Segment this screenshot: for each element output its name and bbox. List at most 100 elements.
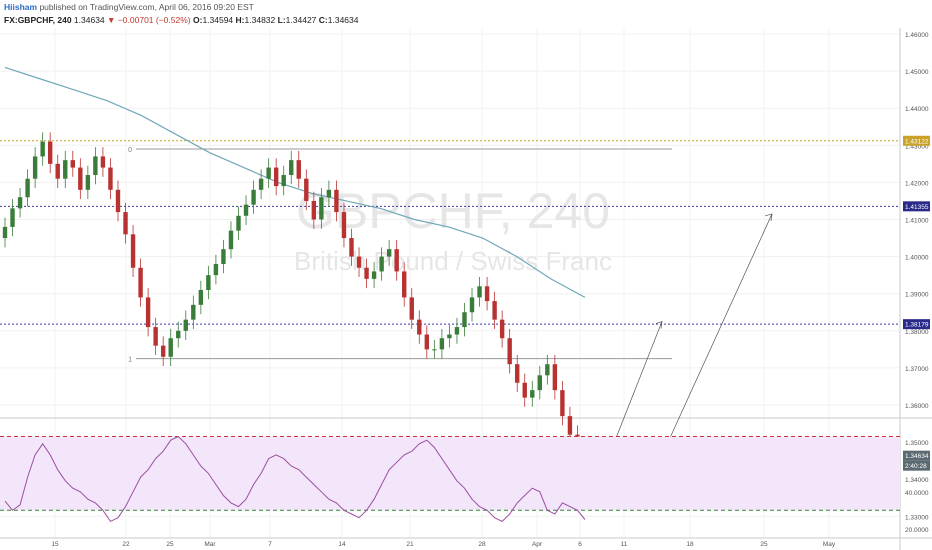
low-label: L: <box>277 15 286 25</box>
time-tick-label: 14 <box>338 541 346 548</box>
price-tick-label: 1.44000 <box>905 106 929 113</box>
arrow-head <box>655 321 663 329</box>
candle-body <box>364 267 369 279</box>
candle-body <box>371 271 377 279</box>
price-label-text: 1.38179 <box>905 322 929 329</box>
candle-body <box>326 189 332 198</box>
candle-body <box>522 382 527 398</box>
time-tick-label: 6 <box>578 541 582 548</box>
candle-body <box>2 226 8 239</box>
candle-body <box>78 167 83 190</box>
price-pane[interactable] <box>0 28 900 418</box>
time-tick-label: 25 <box>760 541 768 548</box>
candle-body <box>537 375 543 391</box>
candle-body <box>394 249 399 272</box>
author-link[interactable]: Hiisham <box>4 2 38 12</box>
candle-body <box>341 212 347 239</box>
candle-body <box>432 349 437 351</box>
time-tick-label: 28 <box>478 541 486 548</box>
arrow-head <box>764 213 773 221</box>
time-tick-label: 11 <box>621 541 628 548</box>
candle-body <box>70 160 75 168</box>
time-tick-label: 15 <box>51 541 59 548</box>
price-tick-label: 1.46000 <box>905 32 929 39</box>
time-tick-label: 25 <box>166 541 174 548</box>
candle-body <box>221 249 226 265</box>
rsi-tick-label: 20.0000 <box>905 527 929 534</box>
candle-body <box>40 141 45 157</box>
candle-body <box>417 319 422 335</box>
price-label-text: 2:40:28 <box>905 463 927 470</box>
candle-body <box>228 230 234 250</box>
candle-body <box>484 286 490 302</box>
rsi-band-fill <box>0 436 900 511</box>
candle-body <box>454 327 460 335</box>
high-value: 1.34832 <box>244 15 276 25</box>
candle-body <box>108 167 113 190</box>
close-label: C: <box>318 15 328 25</box>
symbol-label[interactable]: FX:GBPCHF, 240 <box>4 15 72 25</box>
price-axis[interactable]: 1.46000 1.45000 1.44000 1.43000 1.42000 1.410… <box>905 32 929 521</box>
candle-body <box>32 156 38 179</box>
candle-body <box>349 238 354 257</box>
candle-body <box>304 178 309 201</box>
rsi-indicator <box>0 435 900 523</box>
candle-body <box>153 327 158 346</box>
watermark-name: British Pound / Swiss Franc <box>294 246 612 276</box>
publish-line: Hiisham published on TradingView.com, Ap… <box>4 2 254 12</box>
price-tick-label: 1.40000 <box>905 255 929 262</box>
candle-body <box>311 200 317 220</box>
candle-body <box>545 364 550 376</box>
price-tick-label: 1.33000 <box>905 514 929 521</box>
candle-body <box>424 334 430 350</box>
time-tick-label: Mar <box>204 541 216 548</box>
candle-body <box>530 390 535 398</box>
fib-level-label: 1 <box>128 357 132 364</box>
candle-body <box>296 160 301 179</box>
time-axis[interactable]: 15 22 25 Mar 7 14 21 28 Apr 6 11 18 25 May <box>51 541 836 548</box>
projection-arrows[interactable] <box>609 213 773 478</box>
price-tick-label: 1.41000 <box>905 218 929 225</box>
candle-body <box>63 160 68 179</box>
candle-body <box>17 197 23 209</box>
projection-arrow-short <box>609 321 663 454</box>
last-price: 1.34634 <box>73 15 105 25</box>
candle-body <box>386 249 392 257</box>
candle-body <box>334 189 339 213</box>
open-value: 1.34594 <box>202 15 234 25</box>
candle-body <box>93 156 98 175</box>
time-tick-label: 18 <box>686 541 694 548</box>
projection-arrow-long <box>651 213 773 478</box>
candles <box>2 132 588 466</box>
time-tick-label: May <box>823 541 836 548</box>
low-value: 1.34427 <box>285 15 317 25</box>
candle-body <box>115 189 121 213</box>
fib-level-label: 0 <box>128 147 132 154</box>
candle-body <box>168 338 173 357</box>
candle-body <box>100 156 106 168</box>
candle-body <box>567 416 573 435</box>
price-change: −0.00701 (−0.52%) <box>117 15 191 25</box>
candle-body <box>266 167 271 179</box>
candle-body <box>85 174 91 190</box>
candle-body <box>439 338 445 350</box>
price-tick-label: 1.45000 <box>905 69 929 76</box>
candle-body <box>176 330 181 339</box>
rsi-line <box>4 435 586 523</box>
open-label: O: <box>192 15 203 25</box>
price-label-box <box>903 460 930 471</box>
rsi-tick-label: 40.0000 <box>905 490 929 497</box>
price-label-box <box>903 201 930 212</box>
candle-body <box>447 334 452 339</box>
candle-body <box>477 286 482 298</box>
price-tick-label: 1.37000 <box>905 366 929 373</box>
watermark-symbol: GBPCHF, 240 <box>296 183 610 239</box>
candle-body <box>409 297 414 320</box>
down-arrow-icon: ▼ <box>107 15 116 25</box>
close-value: 1.34634 <box>327 15 359 25</box>
chart-header: Hiisham published on TradingView.com, Ap… <box>0 0 932 28</box>
candle-body <box>55 163 60 179</box>
time-tick-label: 21 <box>406 541 414 548</box>
high-label: H: <box>235 15 245 25</box>
